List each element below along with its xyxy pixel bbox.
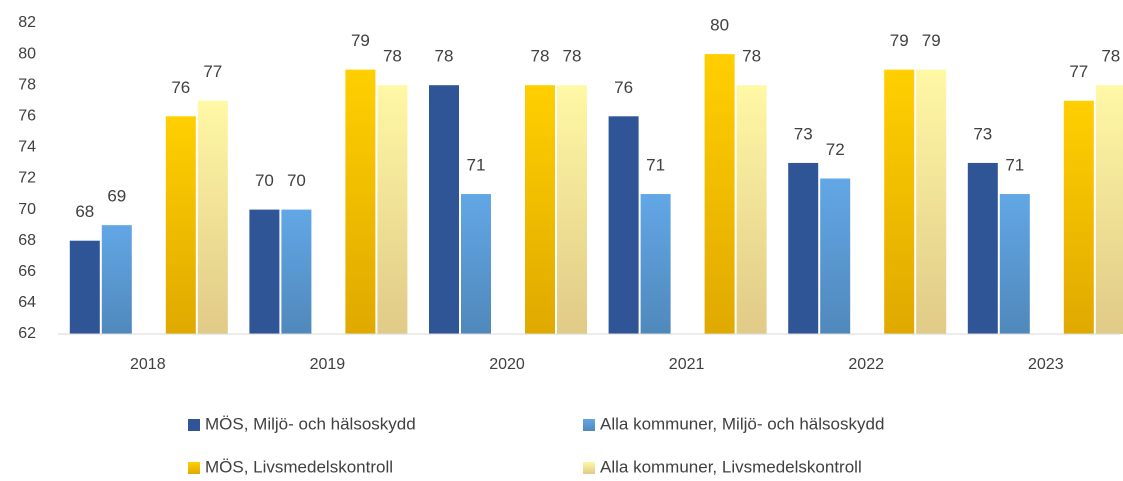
bar: [640, 194, 671, 334]
data-label: 71: [646, 156, 665, 175]
y-tick-label: 78: [18, 76, 36, 93]
bar: [165, 116, 196, 334]
bar: [884, 69, 915, 335]
data-label: 77: [1069, 62, 1088, 81]
legend-label: Alla kommuner, Miljö- och hälsoskydd: [600, 414, 884, 433]
data-label: 79: [890, 31, 909, 50]
x-tick-label: 2020: [489, 356, 525, 373]
bar: [736, 85, 767, 334]
data-label: 72: [826, 140, 845, 159]
bar: [525, 85, 555, 334]
y-tick-label: 70: [18, 201, 36, 218]
legend-swatch: [188, 419, 200, 431]
y-tick-label: 68: [18, 232, 36, 249]
legend-label: MÖS, Livsmedelskontroll: [205, 457, 393, 476]
y-tick-label: 62: [18, 325, 36, 342]
bar: [916, 69, 947, 335]
data-label: 78: [1101, 47, 1120, 66]
legend-label: MÖS, Miljö- och hälsoskydd: [205, 414, 416, 433]
bar: [281, 209, 312, 334]
data-label: 73: [973, 124, 992, 143]
y-tick-label: 74: [18, 139, 36, 156]
y-tick-label: 80: [18, 45, 36, 62]
bar: [197, 100, 228, 334]
x-tick-label: 2022: [848, 356, 884, 373]
data-label: 70: [287, 171, 306, 190]
x-tick-label: 2023: [1028, 356, 1064, 373]
data-label: 71: [467, 156, 486, 175]
x-tick-label: 2019: [310, 356, 346, 373]
bar: [345, 69, 376, 335]
y-tick-label: 82: [18, 14, 36, 31]
data-label: 79: [922, 31, 941, 50]
bar: [967, 162, 998, 334]
bar: [249, 209, 280, 334]
bar: [1095, 85, 1123, 334]
data-label: 73: [794, 124, 813, 143]
data-label: 78: [531, 47, 550, 66]
bar: [1063, 100, 1094, 334]
data-label: 76: [614, 78, 633, 97]
bar: [429, 85, 459, 334]
bar: [461, 194, 491, 334]
data-label: 68: [75, 202, 94, 221]
data-label: 77: [203, 62, 222, 81]
bar: [608, 116, 639, 334]
x-tick-label: 2021: [669, 356, 705, 373]
bar: [788, 162, 819, 334]
bar: [377, 85, 408, 334]
legend-swatch: [583, 419, 595, 431]
bar: [820, 178, 851, 334]
y-tick-label: 72: [18, 170, 36, 187]
x-tick-label: 2018: [130, 356, 166, 373]
data-label: 78: [563, 47, 582, 66]
bar: [101, 225, 132, 334]
data-label: 70: [255, 171, 274, 190]
bar: [999, 194, 1030, 334]
y-tick-label: 66: [18, 263, 36, 280]
data-label: 80: [710, 16, 729, 35]
data-label: 79: [351, 31, 370, 50]
data-label: 69: [107, 187, 126, 206]
bar: [704, 54, 735, 334]
bar: [557, 85, 587, 334]
legend-swatch: [583, 462, 595, 474]
bar: [69, 240, 100, 334]
legend-label: Alla kommuner, Livsmedelskontroll: [600, 457, 862, 476]
data-label: 78: [742, 47, 761, 66]
data-label: 78: [383, 47, 402, 66]
legend-swatch: [188, 462, 200, 474]
y-tick-label: 64: [18, 294, 36, 311]
data-label: 71: [1005, 156, 1024, 175]
data-label: 76: [171, 78, 190, 97]
y-tick-label: 76: [18, 108, 36, 125]
data-label: 78: [435, 47, 454, 66]
